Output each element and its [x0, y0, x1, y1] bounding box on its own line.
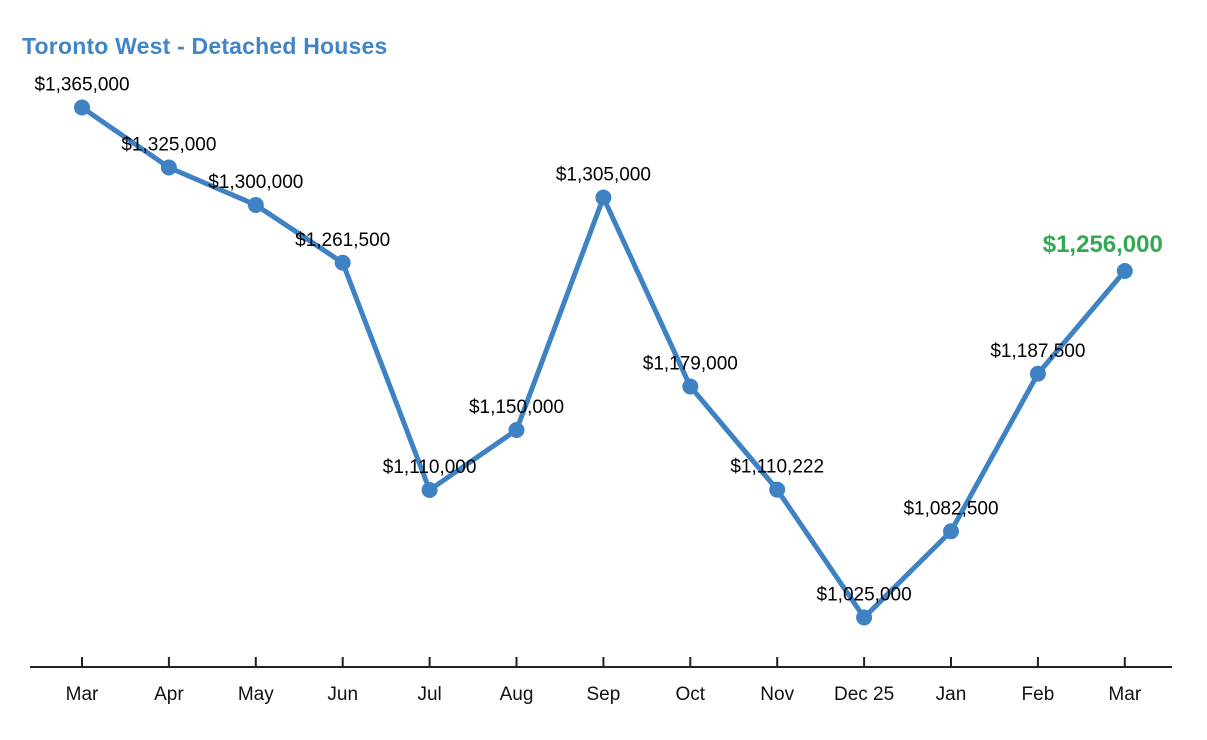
chart-title: Toronto West - Detached Houses — [22, 33, 388, 59]
x-axis-label: Mar — [66, 684, 99, 705]
data-point — [682, 378, 699, 395]
data-point — [769, 481, 786, 498]
x-axis-label: Mar — [1108, 684, 1141, 705]
data-point-label: $1,305,000 — [556, 165, 651, 186]
data-point — [334, 254, 351, 271]
data-point-label: $1,187,500 — [990, 341, 1085, 362]
data-point — [1029, 365, 1046, 382]
data-point-label: $1,110,000 — [383, 457, 477, 478]
data-point-label: $1,082,500 — [903, 498, 998, 519]
data-point — [943, 523, 959, 540]
x-axis-label: Sep — [586, 684, 620, 705]
data-point — [1116, 263, 1133, 279]
data-point-label: $1,261,500 — [295, 230, 390, 251]
data-point — [856, 609, 873, 626]
x-axis-label: Jul — [417, 684, 441, 705]
data-point-label: $1,325,000 — [121, 135, 216, 156]
x-axis-label: Oct — [676, 684, 706, 705]
data-point-label: $1,025,000 — [817, 585, 912, 606]
data-point-label: $1,179,000 — [643, 354, 738, 375]
data-point — [508, 422, 525, 438]
data-point — [421, 482, 438, 498]
x-axis-label: May — [238, 684, 274, 705]
data-point-label: $1,300,000 — [208, 172, 303, 193]
x-axis-label: Dec 25 — [834, 684, 894, 705]
x-axis-label: Nov — [760, 684, 794, 705]
data-point — [74, 99, 90, 116]
data-point — [160, 159, 177, 176]
x-axis-label: Jun — [327, 684, 358, 705]
data-point-label: $1,150,000 — [469, 397, 564, 418]
data-point-label: $1,110,222 — [730, 457, 824, 478]
data-point — [247, 197, 264, 213]
x-axis-label: Jan — [936, 684, 967, 705]
x-axis-label: Feb — [1022, 684, 1055, 705]
data-point-label: $1,365,000 — [34, 75, 129, 96]
data-point — [595, 189, 612, 206]
x-axis-label: Aug — [500, 684, 534, 705]
highlighted-point-label: $1,256,000 — [1043, 231, 1163, 258]
x-axis-label: Apr — [154, 684, 184, 705]
